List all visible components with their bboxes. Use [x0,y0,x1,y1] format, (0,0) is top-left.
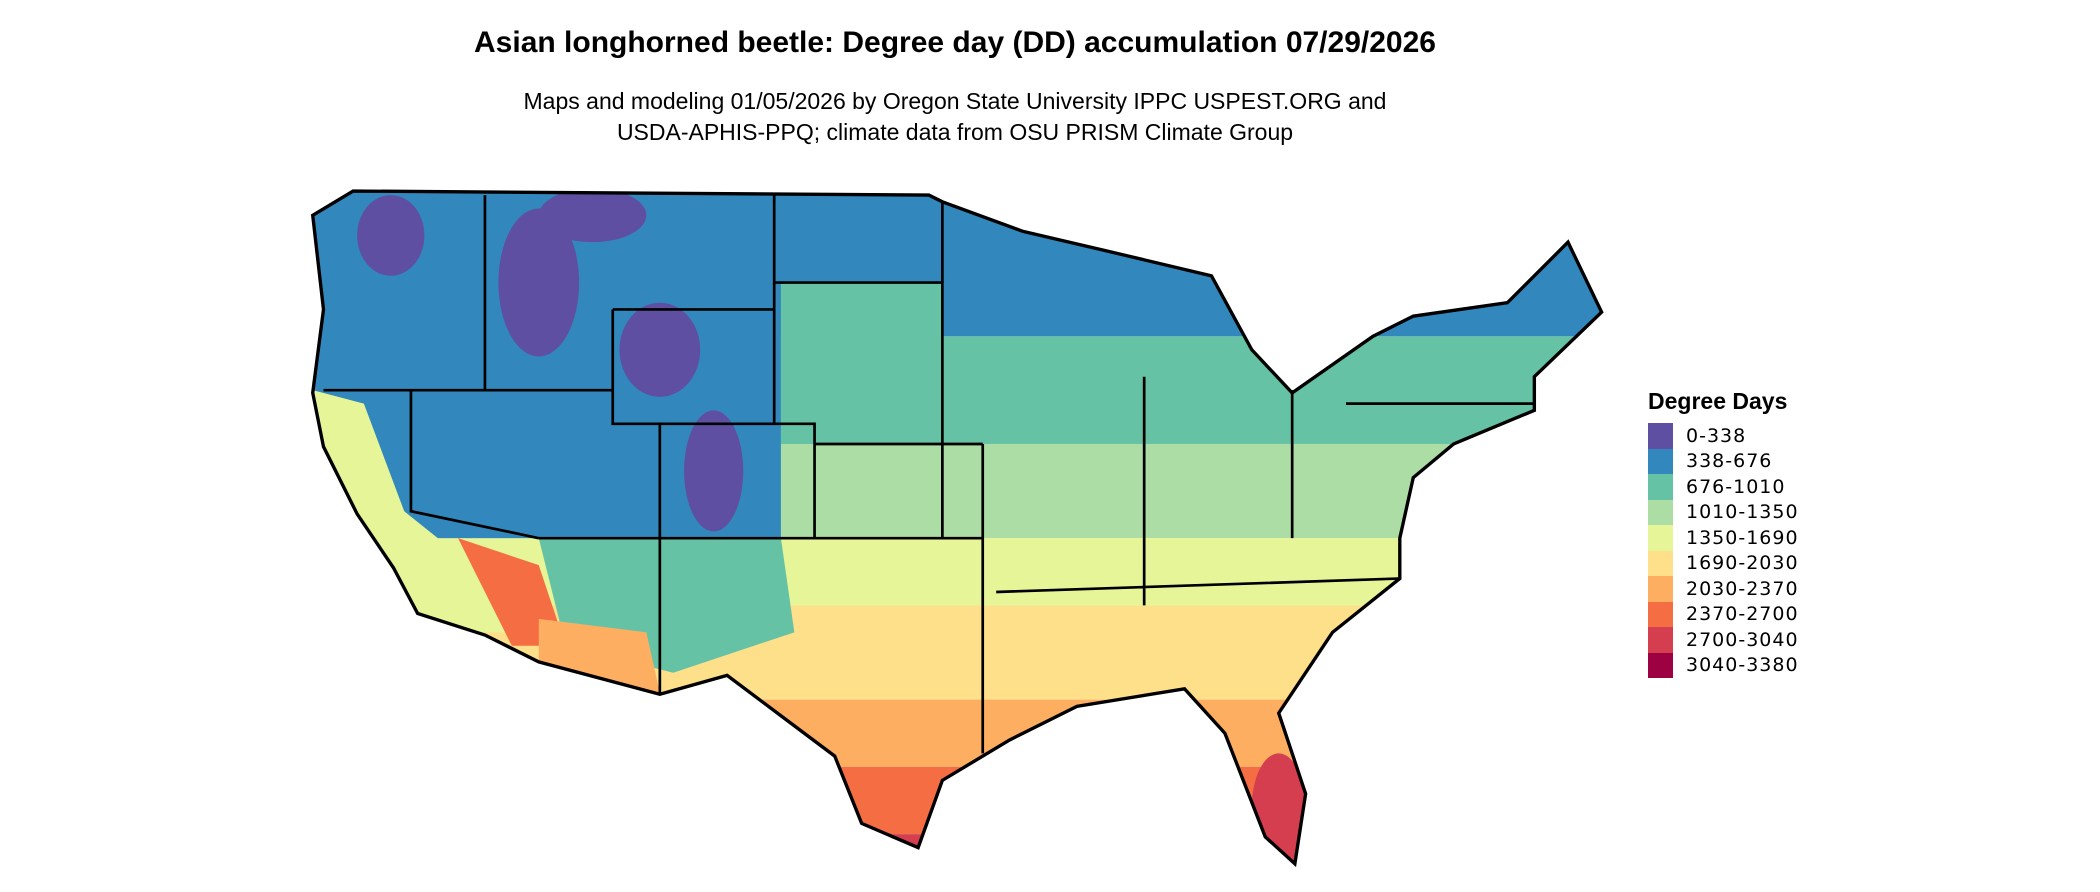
legend-item: 1010-1350 [1648,499,1799,525]
legend-label: 1010-1350 [1686,501,1799,524]
legend-label: 2030-2370 [1686,577,1799,600]
legend-swatch [1648,474,1673,500]
legend-label: 338-676 [1686,450,1773,473]
legend-swatch [1648,627,1673,653]
legend-swatch [1648,550,1673,576]
legend-item: 1690-2030 [1648,550,1799,576]
legend-item: 2370-2700 [1648,601,1799,627]
subtitle-line-1: Maps and modeling 01/05/2026 by Oregon S… [523,88,1387,114]
legend-label: 1690-2030 [1686,552,1799,575]
legend-swatch [1648,525,1673,551]
map-subtitle: Maps and modeling 01/05/2026 by Oregon S… [0,86,1910,148]
legend-item: 2700-3040 [1648,627,1799,653]
legend-swatch [1648,448,1673,474]
legend-swatch [1648,652,1673,678]
legend-label: 676-1010 [1686,475,1786,498]
legend-swatch [1648,601,1673,627]
legend-label: 3040-3380 [1686,654,1799,677]
legend-label: 1350-1690 [1686,526,1799,549]
legend-label: 2700-3040 [1686,628,1799,651]
legend-label: 0-338 [1686,424,1747,447]
legend-swatch [1648,423,1673,449]
legend-title: Degree Days [1648,388,1788,414]
legend-item: 0-338 [1648,423,1799,449]
subtitle-line-2: USDA-APHIS-PPQ; climate data from OSU PR… [616,119,1294,145]
legend-item: 3040-3380 [1648,652,1799,678]
legend-swatch [1648,499,1673,525]
legend-swatch [1648,576,1673,602]
legend-item: 2030-2370 [1648,576,1799,602]
legend-item: 1350-1690 [1648,525,1799,551]
state-borders [323,195,1535,754]
legend-item: 338-676 [1648,448,1799,474]
legend: Degree Days 0-338 338-676 676-1010 1010-135… [1648,388,1799,678]
legend-item: 676-1010 [1648,474,1799,500]
legend-label: 2370-2700 [1686,603,1799,626]
map-title: Asian longhorned beetle: Degree day (DD)… [474,26,1436,59]
